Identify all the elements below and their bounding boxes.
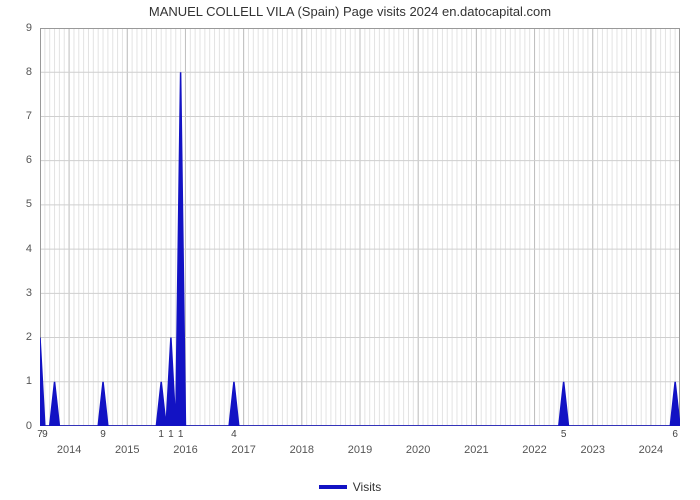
- x-tick-label: 2023: [580, 444, 604, 456]
- data-point-label: 4: [231, 429, 237, 440]
- x-tick-label: 2021: [464, 444, 488, 456]
- data-point-label: 1: [158, 429, 164, 440]
- chart-svg: [40, 28, 680, 426]
- x-tick-label: 2017: [231, 444, 255, 456]
- chart-title: MANUEL COLLELL VILA (Spain) Page visits …: [0, 4, 700, 19]
- plot-area: [40, 28, 680, 426]
- data-point-label: 1: [178, 429, 184, 440]
- y-tick-label: 0: [0, 420, 32, 432]
- legend-label: Visits: [353, 480, 381, 494]
- x-tick-label: 2024: [639, 444, 663, 456]
- data-point-label: 6: [672, 429, 678, 440]
- chart-container: MANUEL COLLELL VILA (Spain) Page visits …: [0, 0, 700, 500]
- x-tick-label: 2019: [348, 444, 372, 456]
- y-tick-label: 9: [0, 22, 32, 34]
- y-tick-label: 3: [0, 287, 32, 299]
- data-point-label: 9: [100, 429, 106, 440]
- y-tick-label: 4: [0, 243, 32, 255]
- x-tick-label: 2014: [57, 444, 81, 456]
- x-tick-label: 2016: [173, 444, 197, 456]
- legend: Visits: [0, 480, 700, 494]
- y-tick-label: 1: [0, 375, 32, 387]
- x-tick-label: 2018: [290, 444, 314, 456]
- y-tick-label: 6: [0, 154, 32, 166]
- y-tick-label: 5: [0, 198, 32, 210]
- x-tick-label: 2022: [522, 444, 546, 456]
- y-tick-label: 8: [0, 66, 32, 78]
- data-point-label: 1: [168, 429, 174, 440]
- data-point-label: 5: [561, 429, 567, 440]
- y-tick-label: 2: [0, 331, 32, 343]
- legend-swatch: [319, 485, 347, 489]
- x-tick-label: 2015: [115, 444, 139, 456]
- x-tick-label: 2020: [406, 444, 430, 456]
- data-point-label: 9: [42, 429, 48, 440]
- y-tick-label: 7: [0, 110, 32, 122]
